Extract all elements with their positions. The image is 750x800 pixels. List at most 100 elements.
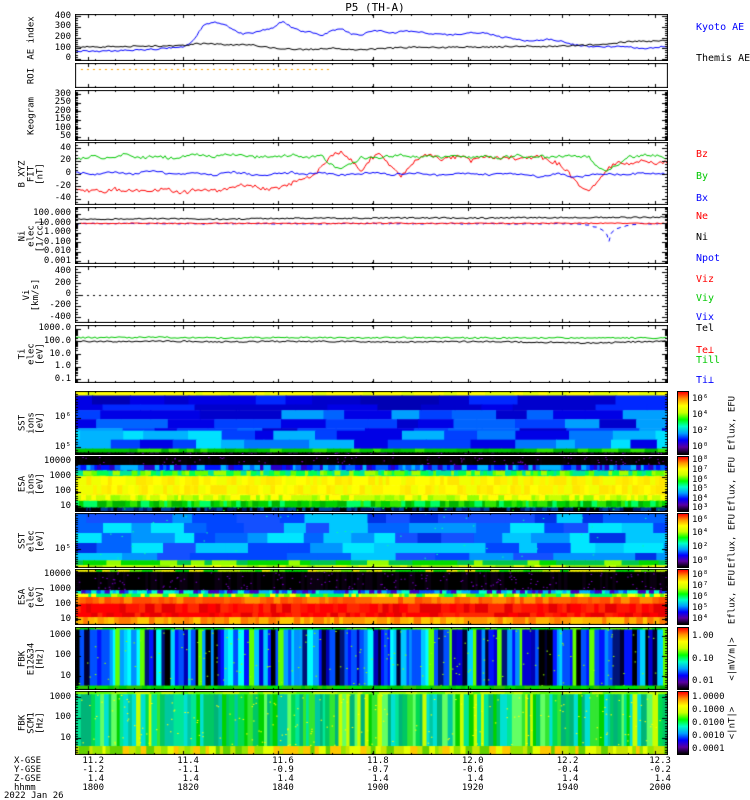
esa_elec-axis-label: ESA elec [eV] [17, 586, 46, 608]
bottom-value: 11.6 [272, 756, 294, 766]
bottom-row-label-X-GSE: X-GSE [14, 756, 42, 766]
bottom-value: 1920 [461, 783, 484, 793]
b-ytick: 40 [60, 142, 71, 153]
fbk_scm-colorbar [677, 691, 689, 755]
t-ytick: 1000.0 [38, 323, 71, 334]
t-legend-Tel: Tel [696, 322, 715, 334]
ae-panel [75, 14, 668, 61]
t-legend-Te⊥: Te⊥ [696, 344, 715, 356]
esa_elec-ytick: 10000 [43, 569, 71, 580]
n-legend-Npot: Npot [696, 252, 721, 264]
esa_ions-colorbar-tick: 10⁷ [692, 465, 709, 475]
bottom-value: 1.4 [372, 774, 389, 784]
b-ytick: 20 [60, 155, 71, 166]
sst_ions-axis-label: SST ions [eV] [17, 412, 46, 434]
ae-ytick: 0 [65, 53, 71, 64]
t-legend-Till: Till [696, 354, 721, 366]
fbk_scm-colorbar-tick: 0.0100 [692, 718, 725, 728]
esa_ions-ytick: 100 [54, 486, 71, 497]
esa_elec-colorbar-tick: 10⁷ [692, 580, 709, 591]
bottom-value: 12.3 [649, 756, 671, 766]
v-legend-Viz: Viz [696, 274, 715, 286]
b-ytick: -40 [54, 193, 71, 204]
esa_ions-colorbar-tick: 10⁶ [692, 474, 709, 485]
date-label: 2022 Jan 26 [4, 791, 64, 800]
bottom-value: 1.4 [467, 774, 484, 784]
esa_ions-ytick: 10000 [43, 456, 71, 467]
esa_elec-colorbar-tick: 10⁵ [692, 603, 709, 614]
n-ytick: 10.000 [38, 217, 71, 228]
b-axis-label: B XYZ FIT [nT] [17, 159, 46, 188]
sst_ions-colorbar-tick: 10⁰ [692, 441, 709, 452]
sst_elec-colorbar-tick: 10² [692, 542, 709, 553]
bottom-value: 1.4 [562, 774, 579, 784]
v-ytick: -400 [49, 311, 71, 322]
v-ytick: -200 [49, 300, 71, 311]
bottom-value: -1.2 [82, 765, 105, 775]
fbk_e-colorbar-title: <|mV/m|> [727, 636, 738, 681]
keogram-panel [75, 90, 668, 141]
keogram-ytick: 300 [54, 88, 71, 99]
bottom-value: -1.1 [177, 765, 199, 775]
fbk_scm-ytick: 10 [60, 732, 71, 743]
esa_elec-colorbar-tick: 10⁸ [692, 569, 709, 580]
n-ytick: 0.010 [43, 246, 71, 257]
bottom-value: 1.4 [87, 774, 105, 784]
fbk_e-ytick: 100 [54, 650, 71, 661]
sst_ions-colorbar [677, 391, 689, 455]
b-panel [75, 142, 668, 205]
bottom-value: 1940 [556, 783, 579, 793]
fbk_e-ytick: 10 [60, 670, 71, 681]
esa_elec-ytick: 1000 [49, 584, 71, 595]
bottom-row-label-Y-GSE: Y-GSE [14, 765, 42, 775]
bottom-value: 2000 [649, 783, 671, 793]
esa_ions-ytick: 10 [60, 500, 71, 511]
t-ytick: 0.1 [54, 373, 71, 384]
n-ytick: 100.000 [33, 208, 71, 219]
keogram-ytick: 150 [54, 114, 71, 125]
bottom-value: 1900 [366, 783, 389, 793]
n-axis-label: Ni elec [1/cc] [17, 219, 46, 252]
sst_ions-colorbar-title: Eflux, EFU [727, 395, 738, 451]
ae-ytick: 100 [54, 42, 71, 53]
bottom-value: 11.8 [366, 756, 389, 766]
fbk_scm-axis-label: FBK SCM1 [Hz] [17, 712, 46, 734]
n-legend-Ne: Ne [696, 211, 709, 223]
esa_ions-ytick: 1000 [49, 471, 71, 482]
sst_ions-ytick: 10⁵ [54, 441, 71, 452]
n-ytick: 1.000 [43, 227, 71, 238]
v-axis-label: Vi [km/s] [22, 278, 41, 311]
bottom-value: 11.4 [177, 756, 199, 766]
bottom-value: -0.9 [272, 765, 294, 775]
t-panel [75, 325, 668, 383]
n-panel [75, 207, 668, 264]
esa_ions-colorbar-tick: 10⁵ [692, 484, 709, 495]
sst_elec-colorbar-title: Eflux, EFU [727, 513, 738, 568]
sst_elec-colorbar-tick: 10⁶ [692, 514, 709, 525]
fbk_scm-panel [75, 691, 668, 755]
fbk_e-colorbar-tick: 0.01 [692, 675, 714, 686]
ae-axis-label: AE index [26, 15, 37, 60]
ae-ytick: 200 [54, 32, 71, 42]
fbk_e-colorbar-tick: 1.00 [692, 631, 714, 642]
esa_elec-colorbar-tick: 10⁴ [692, 614, 709, 625]
fbk_scm-colorbar-tick: 0.0010 [692, 730, 725, 741]
plot-title: P5 (TH-A) [345, 1, 405, 14]
sst_elec-colorbar-tick: 10⁴ [692, 528, 709, 539]
esa_ions-colorbar-tick: 10⁸ [692, 455, 709, 466]
ae-legend-Kyoto AE: Kyoto AE [696, 22, 745, 34]
b-ytick: 0 [65, 168, 71, 178]
v-legend-Vix: Vix [696, 311, 715, 323]
b-ytick: -20 [54, 180, 71, 191]
bottom-value: 1.4 [182, 774, 199, 784]
bottom-value: -0.2 [649, 765, 671, 775]
esa_ions-colorbar-tick: 10³ [692, 503, 709, 514]
esa_ions-axis-label: ESA ions [eV] [17, 473, 46, 495]
t-axis-label: Ti elec [eV] [17, 343, 46, 365]
roi-panel [75, 63, 668, 88]
esa_ions-colorbar-tick: 10⁴ [692, 493, 709, 504]
bottom-value: 1820 [177, 783, 199, 793]
n-ytick: 0.100 [43, 236, 71, 247]
bottom-value: 11.2 [82, 756, 105, 766]
